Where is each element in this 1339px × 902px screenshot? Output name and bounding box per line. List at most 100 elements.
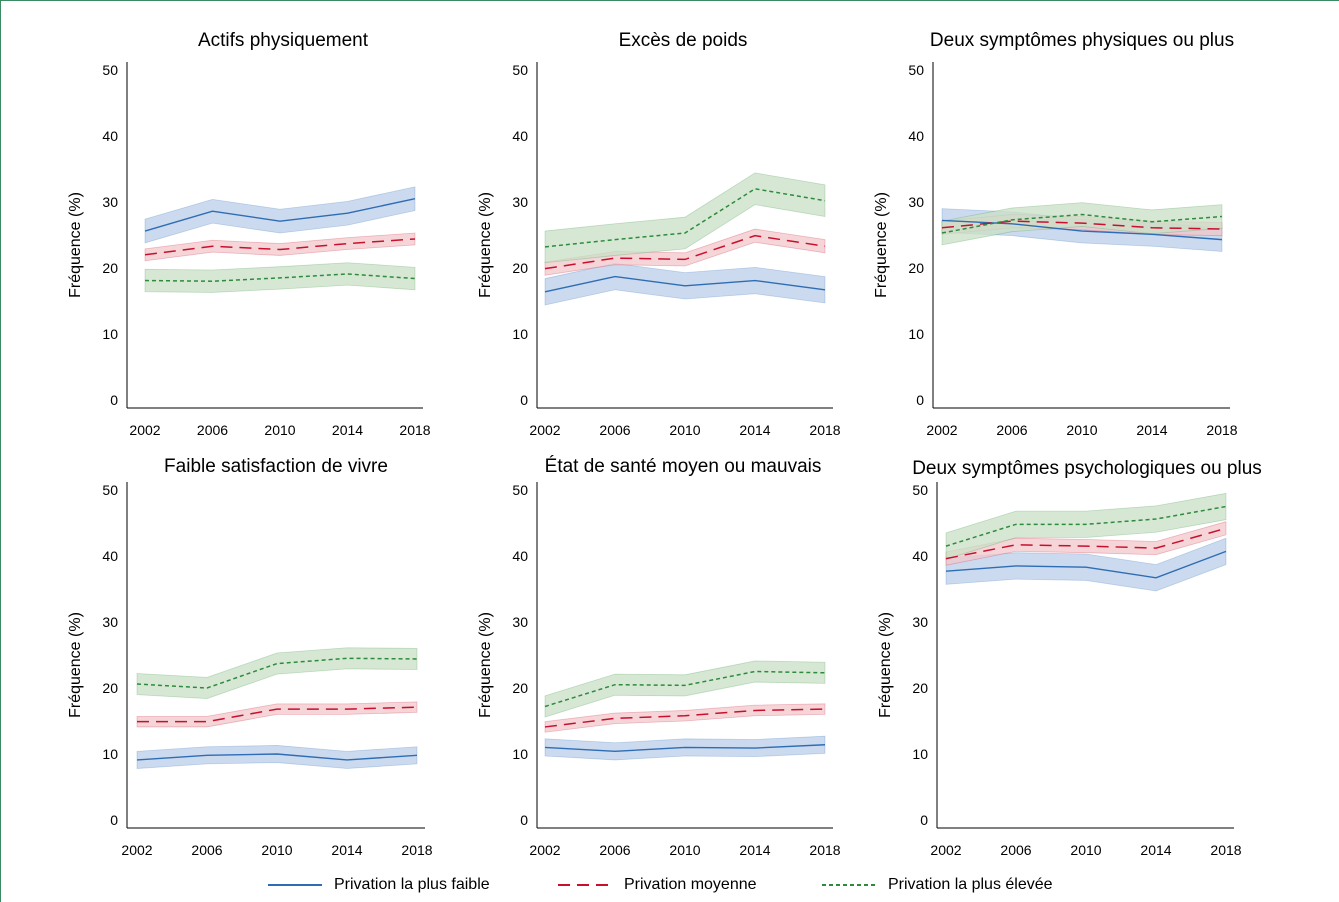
chart-panel-2: Excès de poids 0 10 20 30 40 50 Fréquence (%) 20… [477, 30, 841, 438]
chart-title: État de santé moyen ou mauvais [545, 456, 822, 477]
legend-label-high: Privation la plus élevée [888, 876, 1053, 893]
x-tick-label: 2014 [331, 842, 362, 858]
x-tick-label: 2006 [191, 842, 222, 858]
y-tick-label: 20 [102, 680, 118, 696]
x-tick-label: 2006 [1000, 842, 1031, 858]
x-tick-label: 2018 [401, 842, 432, 858]
series-band-mid [945, 521, 1227, 566]
chart-panel-3: Deux symptômes physiques ou plus 0 10 20 30 4… [873, 30, 1238, 438]
y-tick-label: 30 [512, 614, 528, 630]
legend-label-mid: Privation moyenne [624, 876, 757, 893]
chart-panel-5: État de santé moyen ou mauvais 0 10 20 30 40 5… [477, 456, 841, 858]
y-tick-label: 50 [102, 482, 118, 498]
x-tick-label: 2006 [599, 422, 630, 438]
series-band-low [136, 745, 418, 769]
y-tick-label: 0 [916, 392, 924, 408]
x-tick-label: 2014 [1136, 422, 1167, 438]
chart-panel-4: Faible satisfaction de vivre 0 10 20 30 40 50 F… [67, 456, 433, 858]
chart-title: Excès de poids [619, 30, 748, 51]
series-band-mid [544, 703, 826, 733]
y-tick-label: 10 [102, 746, 118, 762]
legend-line-high [822, 884, 876, 886]
chart-panel-6: Deux symptômes psychologiques ou plus 0 10… [877, 458, 1262, 858]
x-tick-label: 2006 [996, 422, 1027, 438]
x-tick-label: 2018 [809, 422, 840, 438]
y-tick-label: 10 [512, 746, 528, 762]
y-tick-label: 50 [908, 62, 924, 78]
y-tick-label: 30 [102, 614, 118, 630]
y-tick-label: 30 [102, 194, 118, 210]
x-tick-label: 2010 [1066, 422, 1097, 438]
series-band-high [544, 172, 826, 264]
y-tick-label: 0 [520, 812, 528, 828]
x-tick-label: 2002 [529, 422, 560, 438]
x-tick-label: 2002 [529, 842, 560, 858]
y-tick-label: 20 [912, 680, 928, 696]
y-tick-label: 40 [908, 128, 924, 144]
y-tick-label: 40 [102, 128, 118, 144]
y-tick-label: 30 [908, 194, 924, 210]
x-tick-label: 2002 [930, 842, 961, 858]
y-tick-label: 40 [512, 548, 528, 564]
y-tick-label: 20 [512, 260, 528, 276]
x-tick-label: 2018 [1210, 842, 1241, 858]
series-band-high [136, 647, 418, 699]
series-band-low [144, 186, 416, 244]
series-band-mid [136, 701, 418, 728]
y-tick-label: 30 [912, 614, 928, 630]
y-axis-label: Fréquence (%) [873, 192, 890, 298]
y-tick-label: 50 [912, 482, 928, 498]
x-tick-label: 2010 [1070, 842, 1101, 858]
series-band-mid [144, 232, 416, 262]
y-tick-label: 20 [102, 260, 118, 276]
charts-canvas: Actifs physiquement 0 10 20 30 40 50 Fréquence … [67, 30, 1262, 858]
series-band-low [544, 262, 826, 306]
chart-panel-1: Actifs physiquement 0 10 20 30 40 50 Fréquence … [67, 30, 431, 438]
legend-item-low: Privation la plus faible [268, 870, 490, 900]
y-tick-label: 40 [912, 548, 928, 564]
chart-title: Deux symptômes psychologiques ou plus [912, 458, 1262, 479]
x-tick-label: 2010 [261, 842, 292, 858]
x-tick-label: 2014 [739, 422, 770, 438]
y-tick-label: 50 [512, 482, 528, 498]
y-tick-label: 10 [908, 326, 924, 342]
y-axis-label: Fréquence (%) [67, 612, 84, 718]
x-tick-label: 2006 [197, 422, 228, 438]
legend-line-low [268, 884, 322, 886]
chart-title: Faible satisfaction de vivre [164, 456, 388, 477]
x-tick-label: 2002 [129, 422, 160, 438]
y-tick-label: 0 [920, 812, 928, 828]
y-tick-label: 30 [512, 194, 528, 210]
y-tick-label: 10 [102, 326, 118, 342]
y-tick-label: 0 [520, 392, 528, 408]
x-tick-label: 2014 [332, 422, 363, 438]
x-tick-label: 2006 [599, 842, 630, 858]
x-tick-label: 2002 [121, 842, 152, 858]
legend-line-mid [558, 884, 612, 886]
chart-title: Actifs physiquement [198, 30, 369, 51]
y-axis-label: Fréquence (%) [67, 192, 84, 298]
x-tick-label: 2002 [926, 422, 957, 438]
x-tick-label: 2014 [1140, 842, 1171, 858]
y-tick-label: 10 [912, 746, 928, 762]
y-tick-label: 20 [908, 260, 924, 276]
legend-item-mid: Privation moyenne [558, 870, 757, 900]
x-tick-label: 2018 [399, 422, 430, 438]
x-tick-label: 2010 [669, 842, 700, 858]
series-band-high [544, 660, 826, 718]
y-tick-label: 10 [512, 326, 528, 342]
y-tick-label: 40 [512, 128, 528, 144]
y-tick-label: 50 [102, 62, 118, 78]
y-tick-label: 0 [110, 812, 118, 828]
series-band-mid [544, 228, 826, 276]
x-tick-label: 2018 [809, 842, 840, 858]
legend-label-low: Privation la plus faible [334, 876, 490, 893]
x-tick-label: 2010 [669, 422, 700, 438]
x-tick-label: 2010 [264, 422, 295, 438]
y-tick-label: 0 [110, 392, 118, 408]
legend: Privation la plus faible Privation moyen… [0, 870, 1339, 900]
y-tick-label: 20 [512, 680, 528, 696]
y-axis-label: Fréquence (%) [477, 612, 494, 718]
y-tick-label: 50 [512, 62, 528, 78]
